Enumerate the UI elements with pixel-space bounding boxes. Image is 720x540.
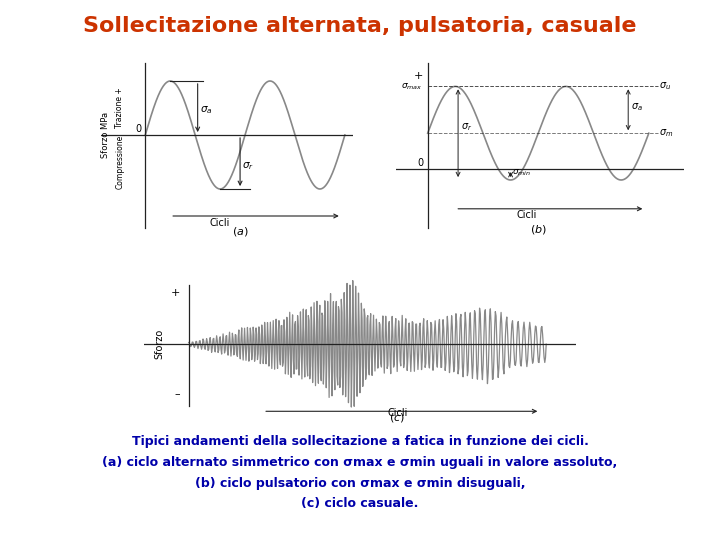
Text: $\sigma_a$: $\sigma_a$	[200, 104, 212, 116]
Text: (a) ciclo alternato simmetrico con σmax e σmin uguali in valore assoluto,: (a) ciclo alternato simmetrico con σmax …	[102, 456, 618, 469]
Text: $\sigma_u$: $\sigma_u$	[660, 80, 672, 92]
Text: Cicli: Cicli	[517, 210, 537, 220]
Text: $\sigma_m$: $\sigma_m$	[660, 127, 674, 139]
Text: $\sigma_{max}$: $\sigma_{max}$	[401, 81, 423, 92]
Text: Trazione +: Trazione +	[115, 87, 125, 129]
Text: $\sigma_r$: $\sigma_r$	[242, 160, 253, 172]
Text: (b) ciclo pulsatorio con σmax e σmin disuguali,: (b) ciclo pulsatorio con σmax e σmin dis…	[194, 476, 526, 490]
Text: Compressione: Compressione	[115, 135, 125, 189]
Text: +: +	[414, 71, 423, 80]
Text: $\sigma_a$: $\sigma_a$	[631, 101, 643, 113]
Text: 0: 0	[135, 124, 141, 134]
Text: $(a)$: $(a)$	[232, 225, 248, 238]
Text: $\sigma_r$: $\sigma_r$	[461, 122, 472, 133]
Text: Sollecitazione alternata, pulsatoria, casuale: Sollecitazione alternata, pulsatoria, ca…	[84, 16, 636, 36]
Text: +: +	[171, 288, 180, 299]
Text: 0: 0	[417, 158, 423, 168]
Text: $(b)$: $(b)$	[530, 223, 546, 236]
Text: –: –	[174, 389, 180, 400]
Text: Cicli: Cicli	[210, 218, 230, 228]
Text: Sforzo: Sforzo	[154, 329, 164, 360]
Text: (c) ciclo casuale.: (c) ciclo casuale.	[301, 497, 419, 510]
Text: $\sigma_{min}$: $\sigma_{min}$	[513, 167, 531, 178]
Text: Cicli: Cicli	[387, 408, 408, 417]
Text: $(c)$: $(c)$	[390, 411, 405, 424]
Text: Tipici andamenti della sollecitazione a fatica in funzione dei cicli.: Tipici andamenti della sollecitazione a …	[132, 435, 588, 449]
Text: Sforzo MPa: Sforzo MPa	[101, 112, 110, 158]
